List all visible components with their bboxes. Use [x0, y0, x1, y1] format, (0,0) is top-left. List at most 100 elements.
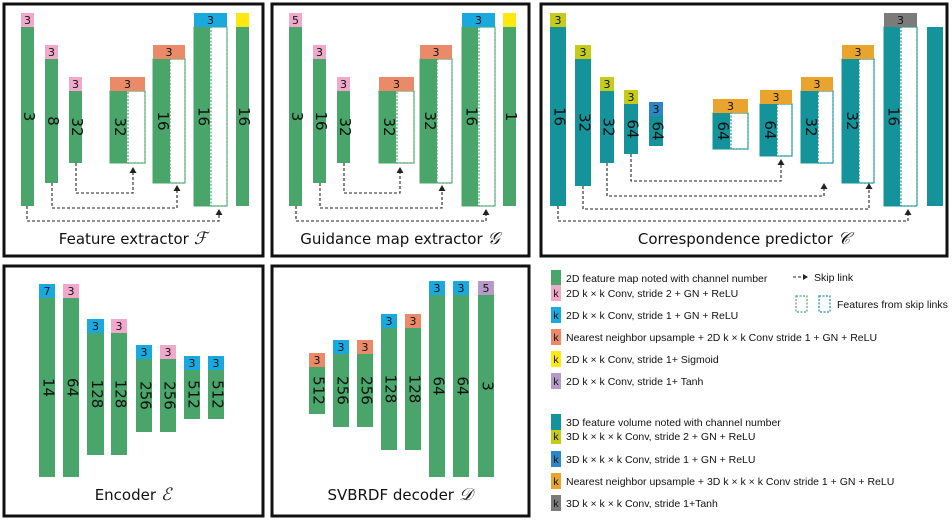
channel-label: 128	[406, 375, 424, 404]
arrow-icon	[129, 167, 137, 173]
caption-encoder: Encoder ℰ	[95, 485, 173, 505]
layer-block: 3 512	[208, 356, 227, 419]
layer-bar	[884, 27, 900, 206]
layer-block: 3 32	[575, 45, 594, 186]
caption-correspondence-predictor: Correspondence predictor 𝒞	[638, 229, 855, 249]
channel-label: 16	[235, 107, 253, 126]
legend-badge-upsample	[551, 329, 561, 345]
kernel-size-label: 3	[727, 100, 734, 113]
skip-link	[557, 206, 909, 222]
layer-bar	[21, 27, 34, 206]
kernel-size-label: 3	[814, 78, 821, 91]
channel-label: 512	[185, 380, 203, 409]
kernel-badge	[184, 356, 200, 370]
kernel-badge	[478, 281, 494, 295]
arrow-icon	[215, 209, 223, 215]
kernel-badge	[462, 13, 495, 27]
layer-block: 3 16	[312, 45, 330, 183]
layer-bar	[313, 59, 326, 183]
kernel-badge	[289, 13, 302, 27]
legend-badge-letter: k	[553, 354, 559, 366]
channel-label: 32	[111, 117, 129, 136]
layer-bar	[236, 27, 249, 206]
legend-badge-conv_s1	[551, 307, 561, 323]
kernel-badge	[110, 77, 145, 91]
legend-badge-letter: k	[553, 476, 559, 488]
kernel-size-label: 3	[433, 46, 440, 59]
kernel-badge	[357, 340, 373, 354]
arrow-icon	[482, 209, 490, 215]
channel-label: 512	[310, 376, 328, 405]
channel-label: 128	[88, 380, 106, 409]
legend-row-conv3d_s1: k 3D k × k × k Conv, stride 1 + GN + ReLU	[551, 451, 755, 467]
legend-skip-link: Skip link	[793, 272, 854, 284]
kernel-badge	[111, 319, 127, 333]
encoder-layers: 7 14 3 64 3 128 3 128 3 256 3 256 3 512 3 512	[39, 284, 227, 477]
channel-label: 32	[380, 117, 398, 136]
legend-badge-tanh3d	[551, 495, 561, 511]
legend-swatch-feature2d	[551, 270, 561, 286]
layer-block	[927, 27, 943, 206]
kernel-size-label: 3	[92, 320, 99, 333]
layer-block: 53	[288, 13, 306, 206]
channel-label: 14	[40, 378, 58, 397]
arrow-icon	[173, 185, 181, 191]
kernel-size-label: 7	[44, 285, 51, 298]
channel-label: 1	[502, 112, 520, 122]
svg-text:Skip link: Skip link	[814, 272, 854, 284]
channel-label: 64	[714, 121, 732, 140]
kernel-badge	[63, 284, 79, 298]
channel-label: 256	[161, 381, 179, 410]
kernel-badge	[87, 319, 104, 333]
channel-label: 128	[112, 380, 130, 409]
layer-block: 3 256	[136, 345, 155, 432]
layer-bar	[503, 27, 516, 206]
kernel-badge	[550, 13, 566, 27]
legend-row-upsample: k Nearest neighbor upsample + 2D k × k Co…	[551, 329, 877, 345]
layer-bar	[550, 27, 566, 206]
layer-bar	[39, 298, 55, 477]
channel-label: 16	[195, 107, 213, 126]
layer-bar	[69, 91, 82, 163]
layer-block: 3 256	[160, 345, 179, 432]
layer-block: 3 32	[378, 77, 415, 164]
kernel-badge	[760, 90, 792, 104]
legend-text-upsample3d: Nearest neighbor upsample + 3D k × k × k…	[566, 476, 894, 488]
kernel-badge	[21, 13, 34, 27]
channel-label: 32	[336, 117, 354, 136]
layer-block: 3 128	[405, 314, 424, 450]
channel-label: 3	[479, 381, 497, 391]
legend-badge-letter: k	[553, 376, 559, 388]
layer-block: 3 32	[600, 77, 618, 163]
layer-bar	[379, 91, 396, 163]
legend-row-tanh3d: k 3D k × k × k Conv, stride 1+Tanh	[551, 495, 718, 511]
legend-badge-letter: k	[553, 431, 559, 443]
kernel-size-label: 5	[292, 14, 299, 27]
kernel-size-label: 5	[483, 282, 490, 295]
skip-link	[630, 154, 782, 182]
caption-feature-extractor: Feature extractor ℱ	[59, 229, 211, 249]
svg-text:Features from skip links: Features from skip links	[837, 299, 948, 311]
layer-block: 3 32	[841, 45, 875, 184]
kernel-badge	[381, 314, 397, 328]
layer-block: 3 16	[461, 13, 496, 207]
kernel-size-label: 3	[628, 91, 635, 104]
layer-block: 3 64	[429, 281, 448, 477]
arrow-icon	[803, 274, 808, 280]
kernel-size-label: 3	[213, 357, 220, 370]
caption-guidance-map-extractor: Guidance map extractor 𝒢	[300, 229, 502, 249]
kernel-size-label: 3	[897, 14, 904, 27]
kernel-badge	[333, 340, 349, 354]
skip-box-3d-icon	[818, 295, 831, 313]
kernel-badge	[624, 90, 638, 104]
layer-bar	[111, 333, 127, 455]
legend-badge-letter: k	[553, 332, 559, 344]
layer-block: 3 16	[152, 45, 186, 184]
caption-svbrdf-decoder: SVBRDF decoder 𝒟	[327, 485, 476, 505]
legend-badge-conv3d_s2	[551, 428, 561, 444]
layer-block: 33	[20, 13, 38, 206]
skip-link	[26, 206, 220, 222]
